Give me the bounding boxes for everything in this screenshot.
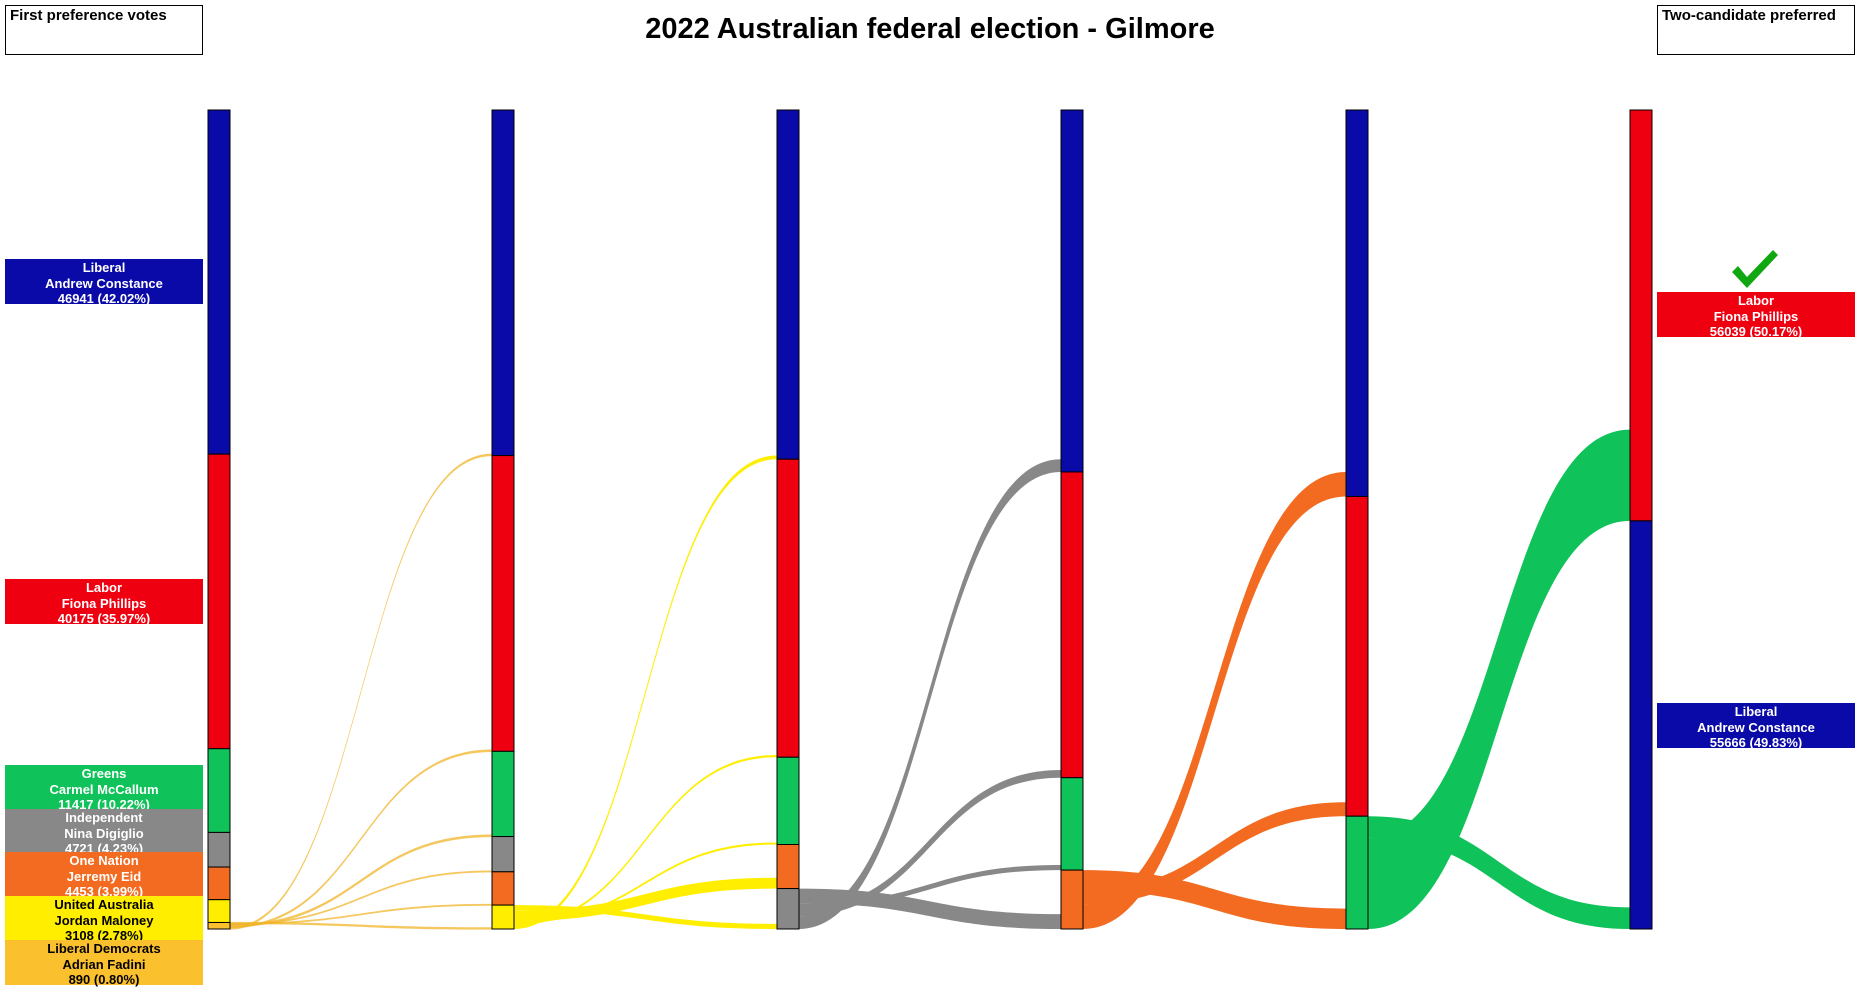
bar-segment-labor (1345, 496, 1369, 817)
flow-one-nation-to-liberal (1083, 471, 1346, 929)
vote-count: 11417 (10.22%) (58, 797, 150, 812)
flow-liberal-democrats-to-united-australia (230, 921, 492, 930)
chart-title: 2022 Australian federal election - Gilmo… (645, 13, 1215, 45)
label-united-australia-first: United Australia Jordan Maloney 3108 (2.… (5, 896, 203, 943)
winner-check-icon (1732, 250, 1778, 288)
two-candidate-header-box: Two-candidate preferred (1657, 5, 1855, 55)
first-preference-header-box: First preference votes (5, 5, 203, 55)
candidate-name: Carmel McCallum (49, 781, 159, 797)
flow-one-nation-to-labor (1083, 802, 1346, 905)
stage-bar-6 (1629, 109, 1653, 930)
bar-segment-liberal (207, 109, 231, 455)
candidate-name: Andrew Constance (1697, 719, 1815, 735)
bar-segment-greens (491, 750, 515, 838)
bar-segment-labor (1629, 109, 1653, 522)
candidate-name: Fiona Phillips (61, 595, 147, 611)
bar-segment-labor (207, 453, 231, 750)
bar-segment-independent (207, 831, 231, 868)
candidate-name: Adrian Fadini (62, 956, 146, 972)
bar-segment-greens (776, 756, 800, 846)
party-name: Greens (81, 766, 127, 781)
label-independent-first: Independent Nina Digiglio 4721 (4.23%) (5, 809, 203, 856)
stage-bar-5 (1345, 109, 1369, 930)
bar-segment-greens (1060, 777, 1084, 871)
bar-segment-one-nation (491, 871, 515, 906)
label-liberal-democrats-first: Liberal Democrats Adrian Fadini 890 (0.8… (5, 940, 203, 987)
flow-liberal-democrats-to-labor (230, 749, 492, 929)
vote-count: 56039 (50.17%) (1709, 324, 1803, 339)
vote-count: 55666 (49.83%) (1709, 735, 1803, 750)
flow-one-nation-to-greens (1083, 870, 1346, 929)
party-name: Labor (1737, 293, 1775, 308)
bar-segment-liberal-democrats (207, 921, 231, 930)
vote-count: 40175 (35.97%) (57, 611, 151, 626)
bar-segment-united-australia (207, 899, 231, 923)
flow-united-australia-to-independent (514, 905, 777, 929)
bar-segment-liberal (1060, 109, 1084, 473)
candidate-name: Andrew Constance (45, 275, 163, 291)
party-name: United Australia (54, 897, 154, 912)
bar-segment-labor (1060, 471, 1084, 779)
bar-segment-liberal (776, 109, 800, 460)
flow-independent-to-greens (799, 864, 1061, 909)
candidate-name: Nina Digiglio (64, 825, 144, 841)
bar-segment-united-australia (491, 904, 515, 930)
party-name: Liberal Democrats (47, 941, 161, 956)
bar-segment-labor (776, 458, 800, 758)
label-liberal-tcp: Liberal Andrew Constance 55666 (49.83%) (1657, 703, 1855, 750)
flow-liberal-democrats-to-one-nation (230, 903, 492, 925)
flow-independent-to-liberal (799, 459, 1061, 929)
bar-segment-liberal (491, 109, 515, 457)
vote-count: 890 (0.80%) (68, 972, 140, 987)
flow-liberal-democrats-to-independent (230, 870, 492, 926)
first-preference-header: First preference votes (10, 7, 167, 24)
flow-liberal-democrats-to-liberal (230, 453, 492, 930)
stage-bar-1 (207, 109, 231, 930)
flow-united-australia-to-labor (514, 755, 777, 926)
vote-count: 3108 (2.78%) (64, 928, 144, 943)
flow-independent-to-one-nation (799, 888, 1061, 929)
bar-segment-greens (1345, 815, 1369, 930)
flow-greens-to-liberal (1368, 816, 1630, 929)
bar-segment-independent (776, 888, 800, 930)
bar-segment-one-nation (1060, 869, 1084, 930)
bar-segment-one-nation (207, 866, 231, 901)
flow-united-australia-to-liberal (514, 455, 777, 929)
candidate-name: Jordan Maloney (54, 912, 154, 928)
party-name: Liberal (1734, 704, 1778, 719)
bar-segment-greens (207, 748, 231, 833)
label-liberal-first: Liberal Andrew Constance 46941 (42.02%) (5, 259, 203, 306)
flow-united-australia-to-greens (514, 842, 777, 924)
bar-segment-independent (491, 836, 515, 873)
flow-independent-to-labor (799, 770, 1061, 917)
candidate-name: Jerremy Eid (66, 868, 142, 884)
bar-segment-liberal (1629, 520, 1653, 930)
bar-segment-labor (491, 455, 515, 752)
party-name: Liberal (82, 260, 126, 275)
label-one-nation-first: One Nation Jerremy Eid 4453 (3.99%) (5, 852, 203, 899)
party-name: One Nation (69, 853, 139, 868)
stage-bar-4 (1060, 109, 1084, 930)
flow-greens-to-labor (1368, 429, 1630, 929)
label-labor-tcp: Labor Fiona Phillips 56039 (50.17%) (1657, 292, 1855, 339)
party-name: Labor (85, 580, 123, 595)
vote-count: 46941 (42.02%) (57, 291, 151, 306)
bar-segment-liberal (1345, 109, 1369, 498)
preference-flows (230, 429, 1630, 930)
candidate-name: Fiona Phillips (1713, 308, 1799, 324)
stage-bar-2 (491, 109, 515, 930)
vote-count: 4453 (3.99%) (64, 884, 144, 899)
two-candidate-header: Two-candidate preferred (1662, 7, 1836, 24)
party-name: Independent (65, 810, 143, 825)
stage-bar-3 (776, 109, 800, 930)
label-labor-first: Labor Fiona Phillips 40175 (35.97%) (5, 579, 203, 626)
bar-segment-one-nation (776, 844, 800, 890)
flow-liberal-democrats-to-greens (230, 834, 492, 927)
label-greens-first: Greens Carmel McCallum 11417 (10.22%) (5, 765, 203, 812)
